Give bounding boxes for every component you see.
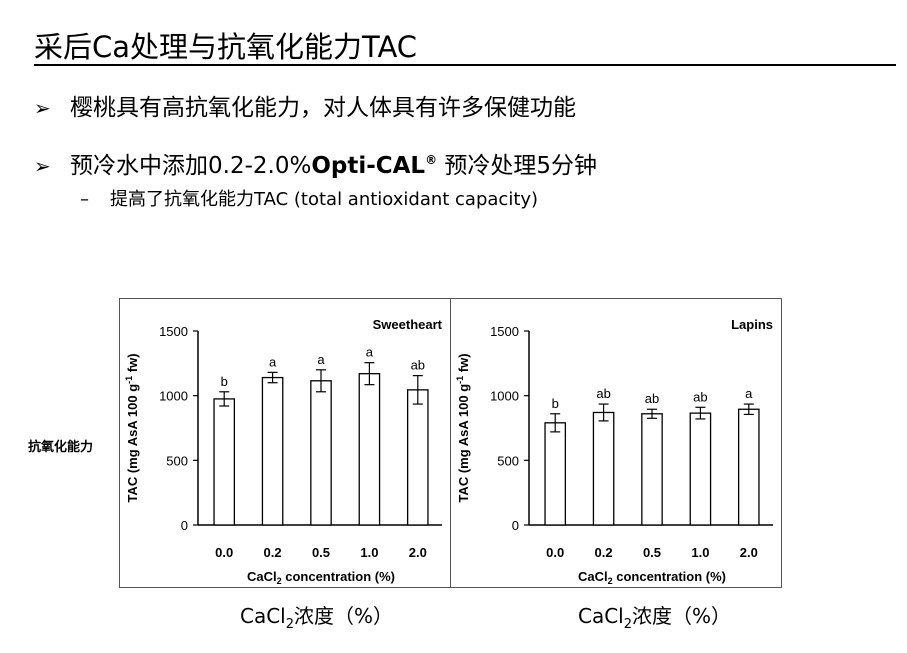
title-underline xyxy=(34,64,896,66)
x-tick-label: 0.0 xyxy=(215,545,233,560)
y-tick-label: 1000 xyxy=(490,389,519,404)
y-axis-label-sup: -1 xyxy=(455,376,465,384)
registered-mark: ® xyxy=(425,153,438,167)
y-tick-label: 500 xyxy=(497,453,519,468)
sub-bullet: – 提高了抗氧化能力TAC (total antioxidant capacity… xyxy=(80,185,538,211)
caption-right: CaCl2浓度（%） xyxy=(578,600,731,632)
dash-bullet: – xyxy=(80,189,89,210)
bar xyxy=(689,412,712,526)
y-tick-label: 1500 xyxy=(159,324,188,339)
y-axis-label-part: fw) xyxy=(125,353,140,375)
significance-letter: b xyxy=(552,396,559,411)
bar xyxy=(737,408,760,526)
x-tick-label: 0.5 xyxy=(312,545,330,560)
y-tick-label: 0 xyxy=(181,518,188,533)
x-tick-label: 0.0 xyxy=(546,545,564,560)
y-tick-label: 1500 xyxy=(490,324,519,339)
x-axis-label-part: CaCl xyxy=(578,569,608,584)
x-tick-label: 0.2 xyxy=(595,545,613,560)
bar xyxy=(592,411,615,526)
bullet-2-prefix: 预冷水中添加0.2-2.0% xyxy=(70,153,312,179)
bar xyxy=(406,389,429,526)
arrow-bullet-icon: ➢ xyxy=(34,96,51,120)
x-tick-label: 0.5 xyxy=(643,545,661,560)
bullet-2-product: Opti-CAL xyxy=(311,153,426,179)
y-tick-label: 1000 xyxy=(159,389,188,404)
x-axis-label: CaCl2 concentration (%) xyxy=(578,569,726,586)
y-axis-label: TAC (mg AsA 100 g-1 fw) xyxy=(124,353,140,502)
bar xyxy=(310,380,332,526)
significance-letter: a xyxy=(745,386,753,401)
significance-letter: b xyxy=(221,374,228,389)
slide-title: 采后Ca处理与抗氧化能力TAC xyxy=(34,30,418,64)
bullet-2: ➢ 预冷水中添加0.2-2.0%Opti-CAL® 预冷处理5分钟 xyxy=(34,146,597,180)
y-axis-label-part: fw) xyxy=(456,353,471,375)
chart-panel-sweetheart: 0 500 1000 1500 b 0.0 a 0.2 a 0.5 a 1.0 ab 2.0 Sweethe… xyxy=(120,299,450,591)
panel-title: Sweetheart xyxy=(373,317,443,332)
bar xyxy=(544,422,567,526)
x-axis-label-sub: 2 xyxy=(277,576,282,586)
x-axis-label-sub: 2 xyxy=(608,576,613,586)
y-tick-label: 500 xyxy=(166,453,188,468)
caption-right-suffix: 浓度（%） xyxy=(632,604,732,628)
bar xyxy=(641,413,663,526)
caption-left: CaCl2浓度（%） xyxy=(240,600,393,632)
x-axis-label: CaCl2 concentration (%) xyxy=(247,569,395,586)
side-label: 抗氧化能力 xyxy=(28,440,94,455)
y-axis-label-part: TAC (mg AsA 100 g xyxy=(456,384,471,503)
bullet-1: ➢ 樱桃具有高抗氧化能力，对人体具有许多保健功能 xyxy=(34,88,576,122)
y-tick-label: 0 xyxy=(512,518,519,533)
caption-right-prefix: CaCl xyxy=(578,604,624,628)
significance-letter: ab xyxy=(645,391,659,406)
bar xyxy=(261,376,284,526)
caption-left-sub: 2 xyxy=(285,617,295,632)
y-axis-label: TAC (mg AsA 100 g-1 fw) xyxy=(455,353,471,502)
x-axis-label-part: concentration (%) xyxy=(613,569,726,584)
arrow-bullet-icon: ➢ xyxy=(34,154,51,178)
significance-letter: ab xyxy=(693,389,707,404)
bullet-1-text: 樱桃具有高抗氧化能力，对人体具有许多保健功能 xyxy=(70,95,576,121)
bar xyxy=(213,398,236,526)
significance-letter: a xyxy=(317,352,325,367)
panel-title: Lapins xyxy=(731,317,773,332)
x-tick-label: 1.0 xyxy=(691,545,709,560)
x-tick-label: 0.2 xyxy=(264,545,282,560)
caption-left-suffix: 浓度（%） xyxy=(294,604,394,628)
significance-letter: ab xyxy=(411,358,425,373)
caption-left-prefix: CaCl xyxy=(240,604,286,628)
x-axis-label-part: concentration (%) xyxy=(282,569,395,584)
x-tick-label: 2.0 xyxy=(409,545,427,560)
y-axis-label-sup: -1 xyxy=(124,376,134,384)
bullet-2-suffix: 预冷处理5分钟 xyxy=(437,153,598,179)
chart-lapins: 0 500 1000 1500 b 0.0 ab 0.2 ab 0.5 ab 1.0 a 2.0 Lapin… xyxy=(455,317,773,586)
x-tick-label: 1.0 xyxy=(360,545,378,560)
chart-sweetheart: 0 500 1000 1500 b 0.0 a 0.2 a 0.5 a 1.0 ab 2.0 Sweethe… xyxy=(124,317,443,586)
sub-bullet-text: 提高了抗氧化能力TAC (total antioxidant capacity) xyxy=(110,189,539,210)
caption-right-sub: 2 xyxy=(623,617,633,632)
figure-divider xyxy=(450,298,451,588)
x-axis-label-part: CaCl xyxy=(247,569,277,584)
significance-letter: ab xyxy=(596,386,610,401)
x-tick-label: 2.0 xyxy=(740,545,758,560)
y-axis-label-part: TAC (mg AsA 100 g xyxy=(125,384,140,503)
chart-panel-lapins: 0 500 1000 1500 b 0.0 ab 0.2 ab 0.5 ab 1.0 a 2.0 Lapin… xyxy=(451,299,781,591)
significance-letter: a xyxy=(269,354,277,369)
bar xyxy=(358,373,381,526)
significance-letter: a xyxy=(366,345,374,360)
